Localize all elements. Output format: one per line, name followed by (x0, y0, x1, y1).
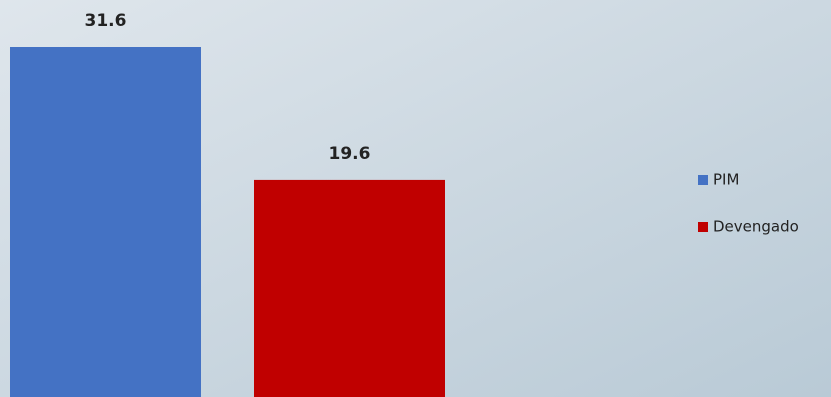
bar (10, 47, 201, 397)
value-label: 19.6 (329, 144, 371, 164)
legend-label: PIM (713, 171, 739, 189)
legend-swatch (698, 222, 708, 232)
legend-label: Devengado (713, 218, 799, 236)
value-label: 31.6 (85, 11, 127, 31)
legend-swatch (698, 175, 708, 185)
bar (254, 179, 445, 397)
